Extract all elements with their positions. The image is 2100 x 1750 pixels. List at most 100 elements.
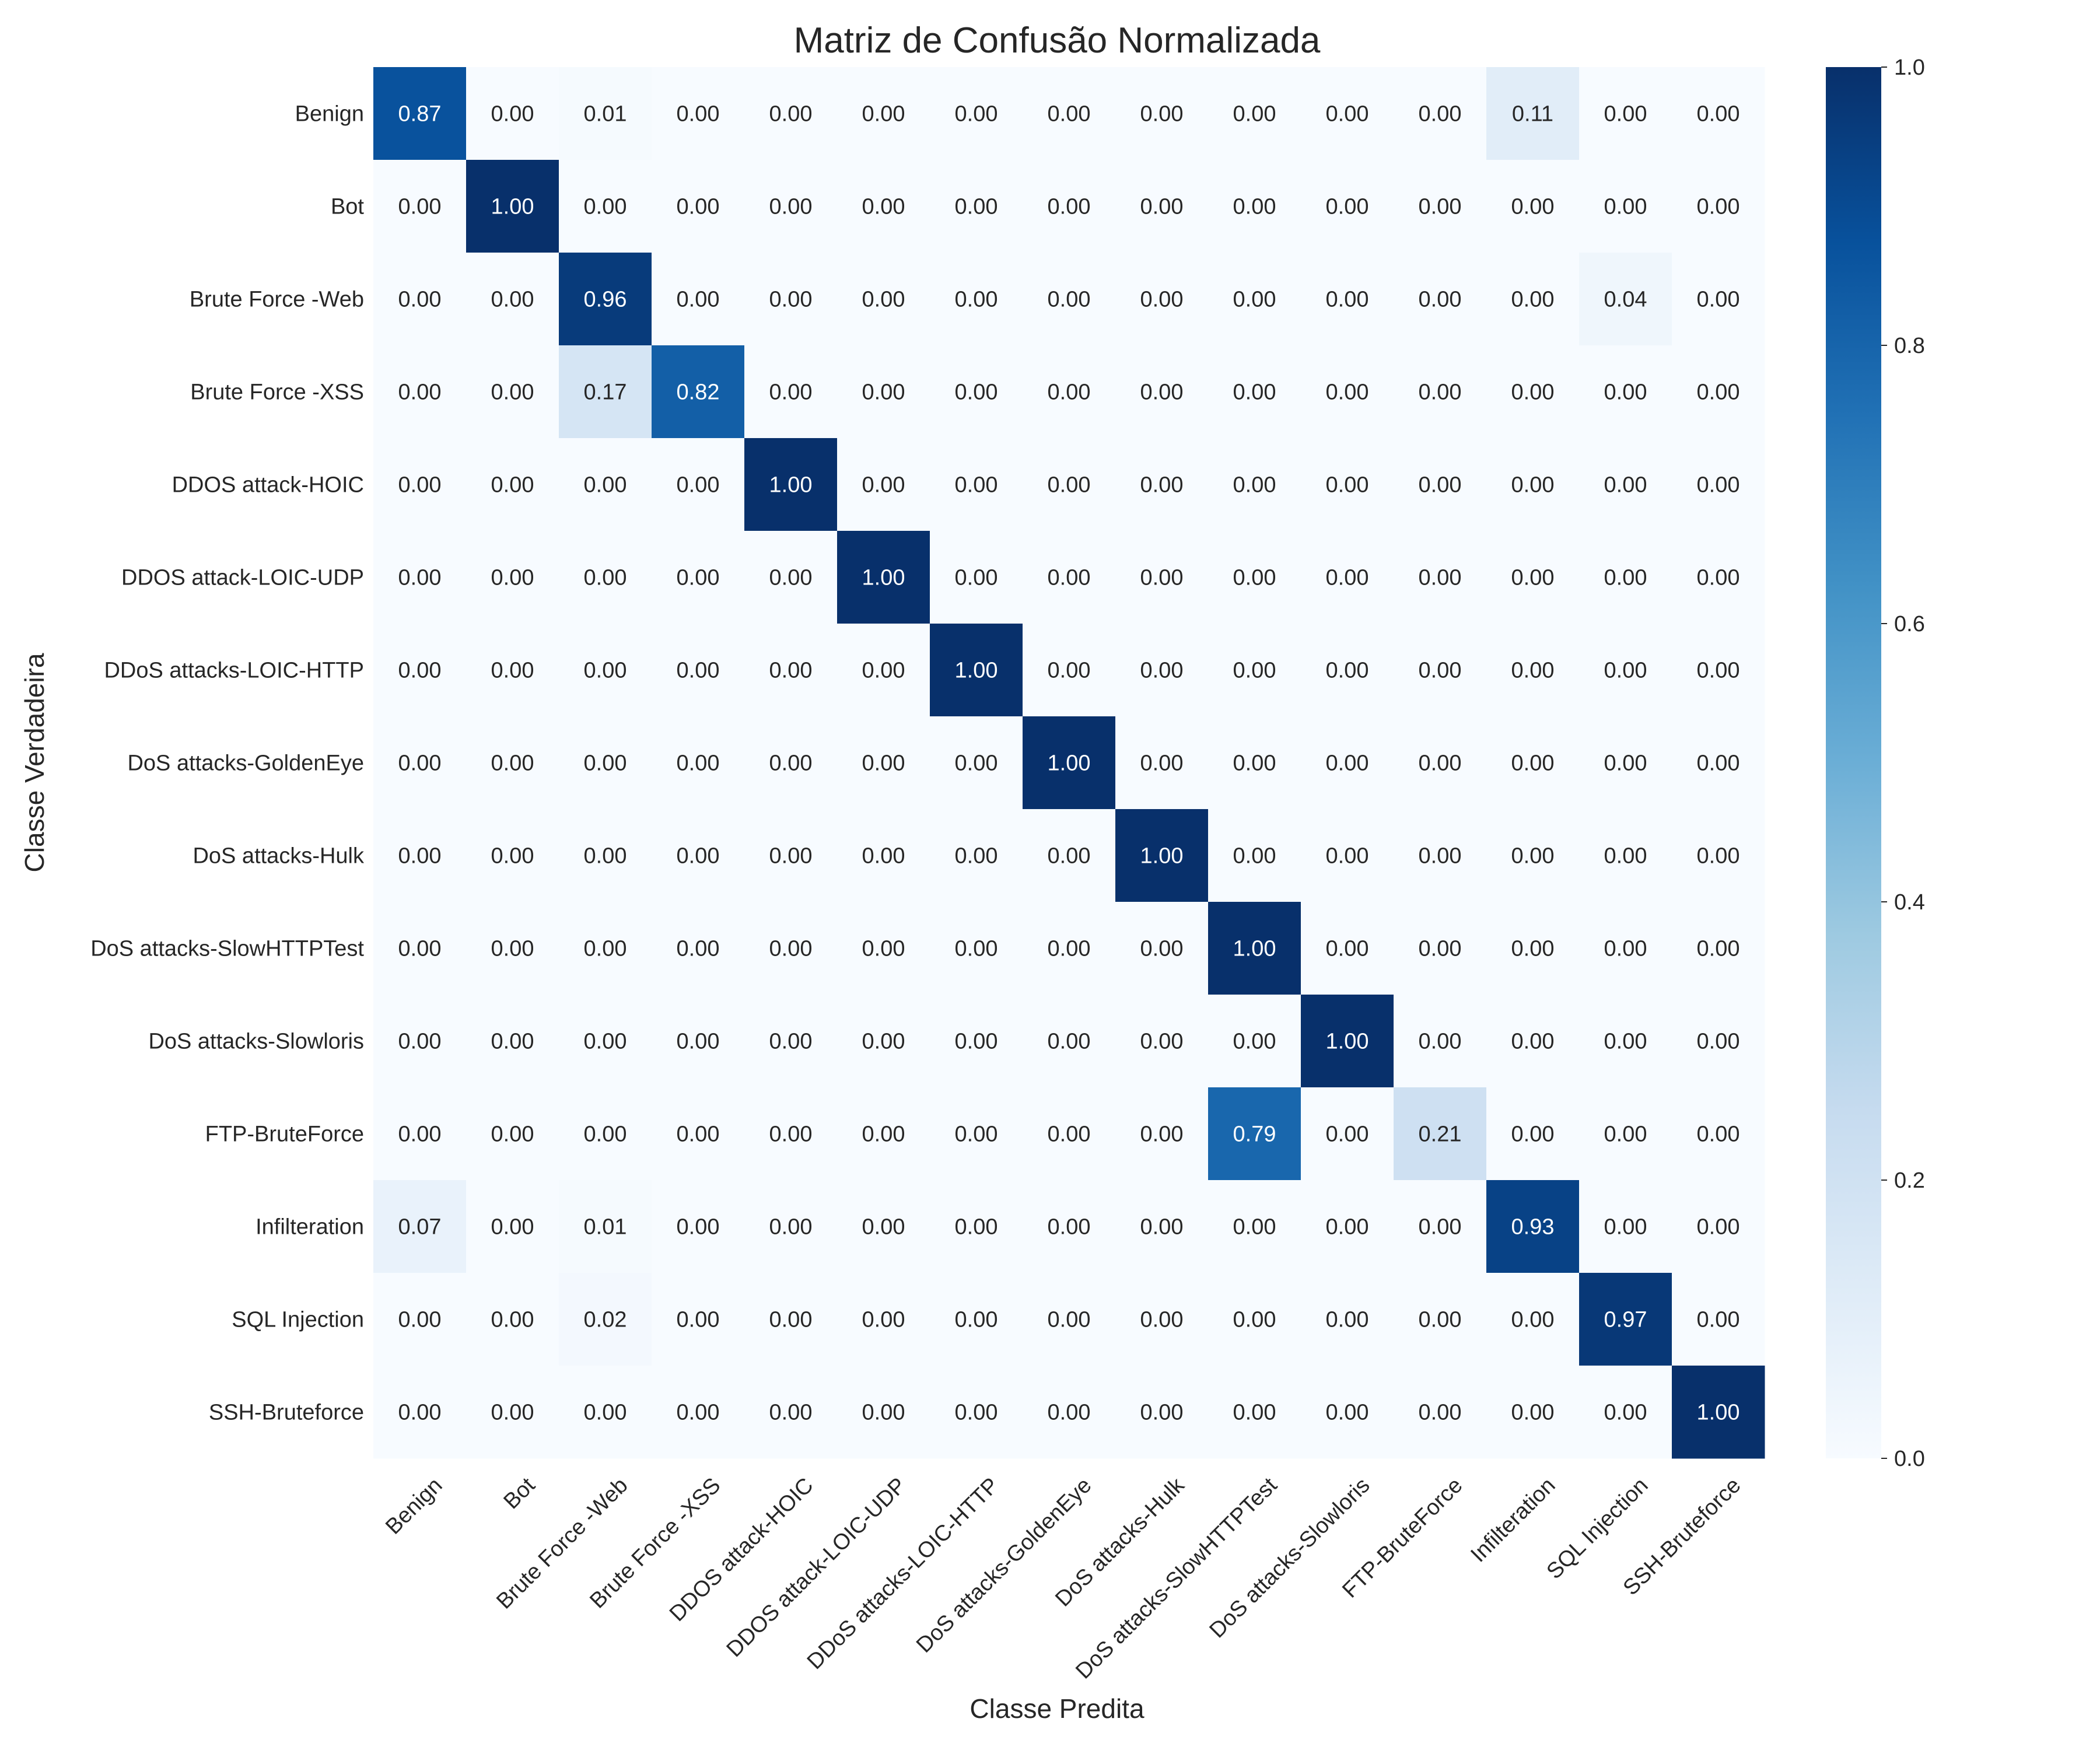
cell-value-label: 0.00 bbox=[677, 473, 720, 498]
cell-value-label: 0.00 bbox=[1511, 937, 1555, 961]
cell-value-label: 0.00 bbox=[1697, 288, 1740, 312]
cell-value-label: 0.00 bbox=[1048, 1401, 1091, 1425]
cell-value-label: 0.00 bbox=[1604, 844, 1647, 869]
heatmap-cell bbox=[652, 624, 745, 717]
heatmap-cell bbox=[1579, 716, 1672, 810]
cell-value-label: 0.00 bbox=[1233, 1401, 1276, 1425]
cell-value-label: 0.00 bbox=[1697, 195, 1740, 219]
heatmap-cell bbox=[1394, 160, 1487, 253]
heatmap-cell bbox=[1394, 809, 1487, 902]
heatmap-cell bbox=[837, 531, 930, 624]
cell-value-label: 0.00 bbox=[584, 195, 627, 219]
cell-value-label: 1.00 bbox=[1048, 751, 1091, 776]
heatmap-cell bbox=[652, 253, 745, 346]
heatmap-cell bbox=[837, 1366, 930, 1459]
x-tick-label: DoS attacks-SlowHTTPTest bbox=[1071, 1473, 1282, 1684]
heatmap-cell bbox=[1023, 1366, 1116, 1459]
heatmap-cell bbox=[1394, 253, 1487, 346]
cell-value-label: 0.00 bbox=[584, 473, 627, 498]
heatmap-cell bbox=[373, 1273, 467, 1366]
y-tick-label: DoS attacks-Slowloris bbox=[148, 1030, 364, 1054]
cell-value-label: 0.00 bbox=[955, 288, 998, 312]
cell-value-label: 0.00 bbox=[677, 102, 720, 127]
heatmap-cell bbox=[1301, 1087, 1394, 1181]
cell-value-label: 0.00 bbox=[1233, 1215, 1276, 1240]
cell-value-label: 0.00 bbox=[491, 937, 534, 961]
cell-value-label: 0.00 bbox=[862, 1401, 905, 1425]
heatmap-cell bbox=[1394, 345, 1487, 439]
cell-value-label: 0.00 bbox=[1233, 288, 1276, 312]
y-tick-label: DDOS attack-LOIC-UDP bbox=[121, 566, 364, 590]
cell-value-label: 0.00 bbox=[1697, 844, 1740, 869]
cell-value-label: 0.00 bbox=[1697, 937, 1740, 961]
y-tick-label: Infilteration bbox=[256, 1215, 364, 1240]
cell-value-label: 0.00 bbox=[955, 937, 998, 961]
heatmap-cell bbox=[1208, 253, 1301, 346]
cell-value-label: 0.00 bbox=[491, 844, 534, 869]
heatmap-cell bbox=[1672, 253, 1765, 346]
cell-value-label: 0.00 bbox=[769, 1122, 813, 1147]
y-tick-label: Bot bbox=[331, 195, 364, 219]
heatmap-cell bbox=[1023, 902, 1116, 995]
heatmap-cell bbox=[559, 902, 652, 995]
heatmap-cell bbox=[744, 624, 838, 717]
cell-value-label: 0.00 bbox=[1326, 566, 1369, 590]
heatmap-cell bbox=[373, 438, 467, 531]
heatmap-cell bbox=[373, 160, 467, 253]
heatmap-cell bbox=[1672, 995, 1765, 1088]
heatmap-cell bbox=[1394, 1273, 1487, 1366]
cell-value-label: 0.00 bbox=[862, 1122, 905, 1147]
heatmap-cell bbox=[652, 160, 745, 253]
cell-value-label: 0.00 bbox=[398, 380, 442, 405]
heatmap-cell bbox=[373, 345, 467, 439]
cell-value-label: 0.01 bbox=[584, 1215, 627, 1240]
heatmap-cell bbox=[744, 438, 838, 531]
heatmap-cell bbox=[1579, 1087, 1672, 1181]
cell-value-label: 0.96 bbox=[584, 288, 627, 312]
x-tick-label: DDoS attacks-LOIC-HTTP bbox=[803, 1473, 1004, 1674]
y-tick-label: Brute Force -XSS bbox=[190, 380, 364, 405]
heatmap-cell bbox=[1115, 438, 1209, 531]
heatmap-cell bbox=[1579, 1366, 1672, 1459]
cell-value-label: 0.00 bbox=[1140, 751, 1184, 776]
cell-value-label: 0.00 bbox=[769, 1030, 813, 1054]
cell-value-label: 0.00 bbox=[677, 844, 720, 869]
heatmap-cell bbox=[559, 1366, 652, 1459]
heatmap-cell bbox=[373, 1366, 467, 1459]
cell-value-label: 0.00 bbox=[398, 1308, 442, 1332]
cell-value-label: 0.00 bbox=[398, 288, 442, 312]
heatmap-cell bbox=[1672, 160, 1765, 253]
heatmap-cell bbox=[1115, 345, 1209, 439]
heatmap-cell bbox=[1208, 1273, 1301, 1366]
cell-value-label: 0.00 bbox=[491, 751, 534, 776]
cell-value-label: 0.00 bbox=[1604, 473, 1647, 498]
heatmap-cell bbox=[1301, 67, 1394, 160]
heatmap-cell bbox=[1301, 716, 1394, 810]
colorbar: 0.0 0.2 0.4 0.6 0.8 1.0 bbox=[1826, 55, 1925, 1471]
cell-value-label: 0.00 bbox=[955, 844, 998, 869]
cell-value-label: 0.00 bbox=[1233, 195, 1276, 219]
cell-value-label: 0.79 bbox=[1233, 1122, 1276, 1147]
heatmap-cell bbox=[466, 1366, 559, 1459]
heatmap-cell bbox=[1208, 995, 1301, 1088]
y-tick-label: Benign bbox=[295, 102, 364, 127]
heatmap-cell bbox=[744, 531, 838, 624]
cell-value-label: 0.00 bbox=[1419, 380, 1462, 405]
heatmap-cell bbox=[1301, 1366, 1394, 1459]
x-tick-label: Infilteration bbox=[1466, 1473, 1560, 1567]
cell-value-label: 0.00 bbox=[1419, 1215, 1462, 1240]
y-tick-label: Brute Force -Web bbox=[190, 288, 364, 312]
cell-value-label: 0.00 bbox=[398, 659, 442, 683]
cell-value-label: 0.00 bbox=[398, 566, 442, 590]
heatmap-cell bbox=[1115, 253, 1209, 346]
cell-value-label: 0.00 bbox=[769, 1308, 813, 1332]
cell-value-label: 0.00 bbox=[398, 195, 442, 219]
cell-value-label: 0.00 bbox=[1233, 844, 1276, 869]
heatmap-cell bbox=[559, 67, 652, 160]
cell-value-label: 0.00 bbox=[584, 751, 627, 776]
cell-value-label: 0.00 bbox=[1419, 751, 1462, 776]
heatmap-cell bbox=[1579, 809, 1672, 902]
colorbar-tick-label: 0.8 bbox=[1894, 334, 1925, 358]
